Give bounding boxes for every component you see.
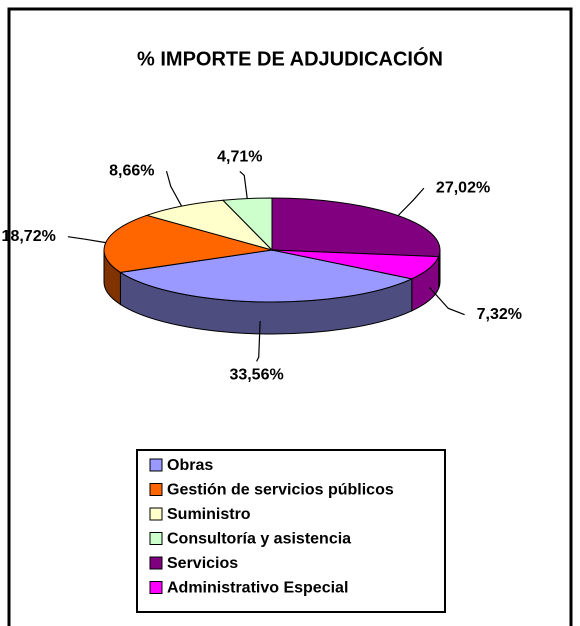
leader-line (239, 170, 248, 199)
pie-slice (271, 249, 440, 280)
leader-line (165, 170, 183, 207)
leader-line (428, 286, 465, 316)
leader-line (397, 187, 425, 217)
legend-swatch (149, 483, 163, 496)
legend-label: Gestión de servicios públicos (167, 482, 394, 499)
legend-label: Servicios (167, 555, 238, 572)
legend-label: Suministro (167, 506, 251, 523)
data-label: 8,66% (109, 162, 154, 179)
legend-label: Obras (167, 457, 213, 474)
chart-border (7, 7, 573, 626)
pie-slice (271, 197, 441, 258)
leader-line (256, 321, 261, 362)
legend-swatch (149, 507, 163, 521)
legend-label: Administrativo Especial (167, 580, 348, 597)
legend-swatch (149, 458, 163, 472)
legend-swatch (149, 556, 163, 570)
data-label: 27,02% (436, 179, 490, 196)
data-label: 4,71% (217, 149, 262, 166)
legend-label: Consultoría y asistencia (167, 531, 351, 548)
pie-slice (145, 199, 274, 251)
data-label: 33,56% (229, 367, 283, 384)
legend-swatch (149, 532, 163, 545)
pie-slice (103, 214, 273, 273)
chart-title: % IMPORTE DE ADJUDICACIÓN (137, 46, 443, 70)
pie-slice (119, 249, 414, 303)
legend-swatch (149, 581, 163, 594)
data-label: 18,72% (2, 228, 56, 245)
data-label: 7,32% (477, 306, 522, 323)
leader-line (67, 236, 106, 244)
legend-box (136, 449, 446, 613)
